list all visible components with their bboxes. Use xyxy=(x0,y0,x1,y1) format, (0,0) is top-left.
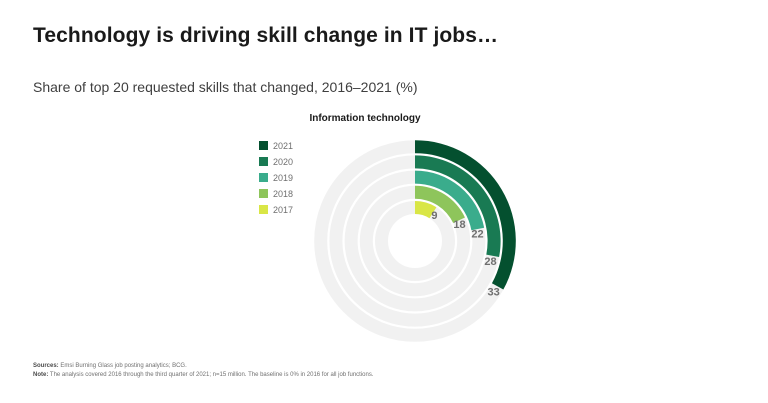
legend-label-2018: 2018 xyxy=(273,189,293,199)
ring-bars xyxy=(415,140,516,290)
legend-swatch-2021 xyxy=(259,141,268,150)
legend-swatch-2017 xyxy=(259,205,268,214)
value-label-2020: 28 xyxy=(484,256,496,268)
value-label-2021: 33 xyxy=(487,286,499,298)
legend-label-2019: 2019 xyxy=(273,173,293,183)
page-subtitle: Share of top 20 requested skills that ch… xyxy=(33,79,418,95)
legend-label-2017: 2017 xyxy=(273,205,293,215)
legend-swatch-2020 xyxy=(259,157,268,166)
chart-title: Information technology xyxy=(309,113,421,124)
legend-swatch-2018 xyxy=(259,189,268,198)
ring-track-2017 xyxy=(375,201,455,281)
note-line: Note: The analysis covered 2016 through … xyxy=(33,371,374,380)
sources-text: Emsi Burning Glass job posting analytics… xyxy=(58,363,187,369)
legend-label-2020: 2020 xyxy=(273,157,293,167)
value-label-2019: 22 xyxy=(471,229,483,241)
chart-legend: 2021 2020 2019 2018 2017 xyxy=(259,141,293,215)
footnotes: Sources: Emsi Burning Glass job posting … xyxy=(33,362,374,380)
bar-2019 xyxy=(415,170,485,231)
legend-label-2021: 2021 xyxy=(273,141,293,151)
bar-2018 xyxy=(415,185,465,224)
page-title: Technology is driving skill change in IT… xyxy=(33,24,499,47)
legend-swatch-2019 xyxy=(259,173,268,182)
value-labels: 9 18 22 28 33 xyxy=(431,210,499,298)
sources-line: Sources: Emsi Burning Glass job posting … xyxy=(33,362,374,371)
note-label: Note: xyxy=(33,372,49,378)
sources-label: Sources: xyxy=(33,363,59,369)
bar-2020 xyxy=(415,155,501,258)
note-text: The analysis covered 2016 through the th… xyxy=(48,372,374,378)
value-label-2017: 9 xyxy=(431,210,437,222)
bar-2017 xyxy=(415,201,437,219)
value-label-2018: 18 xyxy=(453,219,465,231)
bar-2021 xyxy=(415,140,516,290)
